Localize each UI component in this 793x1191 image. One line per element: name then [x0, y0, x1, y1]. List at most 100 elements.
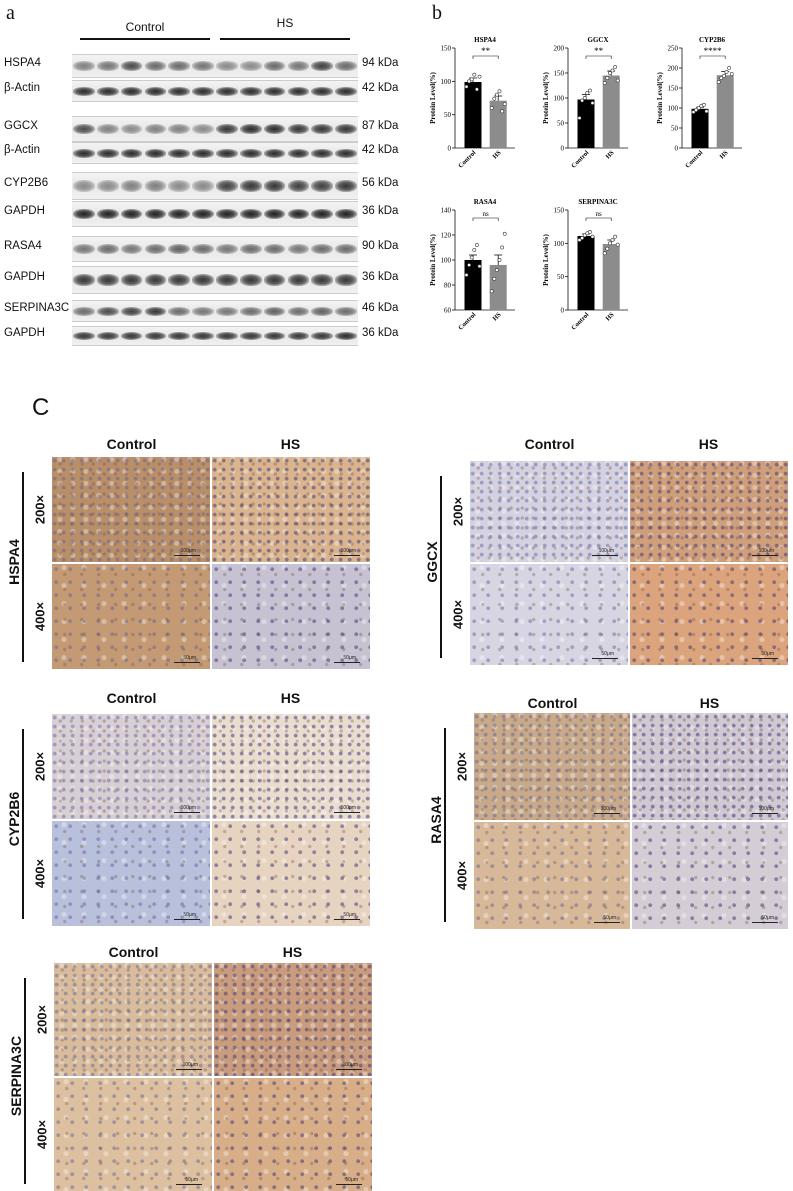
western-band: [96, 123, 119, 135]
scale-bar: [592, 658, 618, 659]
western-band: [120, 208, 143, 220]
scale-bar-label: 100μm: [340, 805, 356, 811]
western-band: [120, 148, 143, 158]
western-band: [96, 148, 119, 158]
bar: [464, 82, 482, 148]
western-band: [168, 123, 191, 135]
western-band: [96, 243, 119, 255]
western-band: [216, 306, 238, 316]
data-point: [727, 66, 732, 70]
data-point: [588, 230, 592, 234]
x-tick-label: HS: [492, 311, 503, 322]
western-band: [263, 306, 286, 316]
data-point: [615, 242, 620, 247]
y-tick-label: 100: [554, 240, 565, 248]
significance-bracket: [585, 55, 612, 59]
western-band: [73, 331, 95, 341]
scale-bar-label: 50μm: [185, 1177, 198, 1183]
western-band: [239, 86, 262, 96]
western-band: [335, 61, 357, 71]
ihc-image-tile: 100μm: [52, 714, 210, 819]
significance-label: ****: [704, 46, 723, 56]
ihc-col-label-control: Control: [108, 944, 159, 960]
y-axis-label: Protein Level(%): [542, 233, 550, 285]
y-tick-label: 100: [554, 95, 565, 103]
ihc-col-label-hs: HS: [282, 944, 303, 960]
data-point: [469, 255, 474, 260]
western-band: [287, 86, 310, 96]
western-band: [144, 243, 167, 255]
ihc-protein-label: CYP2B6: [6, 791, 22, 847]
scale-bar: [752, 658, 778, 659]
data-point: [719, 76, 724, 80]
ihc-image-tile: 50μm: [630, 564, 788, 665]
y-tick-label: 50: [557, 120, 565, 128]
bar-chart-hspa4: HSPA4 0 50 100 150 Protein Level(%) Control HS *…: [429, 36, 515, 170]
scale-bar-label: 100μm: [758, 548, 774, 554]
scale-bar-label: 100μm: [340, 548, 356, 554]
western-row-kda: 56 kDa: [362, 177, 399, 189]
y-axis-label: Protein Level(%): [542, 71, 550, 123]
ihc-magnification-label: 400×: [34, 1119, 50, 1149]
data-point: [610, 68, 615, 73]
western-band: [335, 243, 357, 255]
y-axis-label: Protein Level(%): [429, 233, 437, 285]
western-band: [216, 180, 238, 192]
ihc-image-tile: 50μm: [632, 822, 788, 929]
bar: [602, 75, 620, 148]
bar-chart-rasa4: RASA4 60 80 100 120 140 Protein Level(%) Contro…: [429, 198, 515, 332]
western-band: [168, 86, 191, 96]
western-band: [311, 61, 334, 71]
western-row-kda: 36 kDa: [362, 271, 399, 283]
western-band: [73, 208, 95, 220]
western-band: [287, 180, 310, 192]
ihc-image-tile: 100μm: [212, 714, 370, 819]
data-point: [608, 241, 612, 246]
western-band: [168, 180, 191, 192]
western-band: [192, 148, 214, 158]
y-axis-label: Protein Level(%): [656, 71, 664, 123]
y-tick-label: 100: [441, 78, 452, 86]
western-band: [73, 243, 95, 255]
scale-bar: [174, 919, 200, 920]
western-band: [311, 86, 334, 96]
western-band: [120, 61, 143, 71]
western-band: [144, 208, 167, 220]
western-band: [216, 61, 238, 71]
bar: [691, 108, 709, 148]
x-tick-label: Control: [570, 311, 590, 331]
western-band: [96, 180, 119, 192]
western-group-label-control: Control: [125, 20, 165, 34]
western-band: [263, 243, 286, 255]
ihc-block-divider: [22, 472, 24, 662]
western-band: [287, 148, 310, 158]
scale-bar: [334, 919, 360, 920]
western-blot-strip: [72, 201, 358, 227]
ihc-col-label-control: Control: [106, 436, 157, 452]
y-tick-label: 150: [554, 70, 565, 78]
western-band: [96, 208, 119, 220]
western-band: [168, 148, 191, 158]
western-band: [96, 86, 119, 96]
ihc-block-divider: [444, 728, 446, 922]
scale-bar-label: 50μm: [603, 915, 616, 921]
western-band: [239, 123, 262, 135]
ihc-col-label-control: Control: [527, 695, 578, 711]
data-point: [489, 106, 494, 110]
significance-bracket: [699, 55, 726, 59]
western-band: [73, 148, 95, 158]
western-band: [239, 148, 262, 158]
western-band: [120, 306, 143, 316]
ihc-image-tile: 50μm: [54, 1078, 212, 1191]
chart-title: CYP2B6: [699, 36, 726, 44]
western-band: [192, 243, 214, 255]
western-row-label: RASA4: [4, 240, 42, 252]
western-row-label: GGCX: [4, 120, 38, 132]
x-tick-label: Control: [457, 149, 477, 169]
western-band: [335, 148, 357, 158]
ihc-protein-label: SERPINA3C: [8, 1035, 24, 1117]
western-row-kda: 36 kDa: [362, 205, 399, 217]
western-band: [335, 274, 357, 286]
western-band: [73, 123, 95, 135]
ihc-image-tile: 50μm: [474, 822, 630, 929]
